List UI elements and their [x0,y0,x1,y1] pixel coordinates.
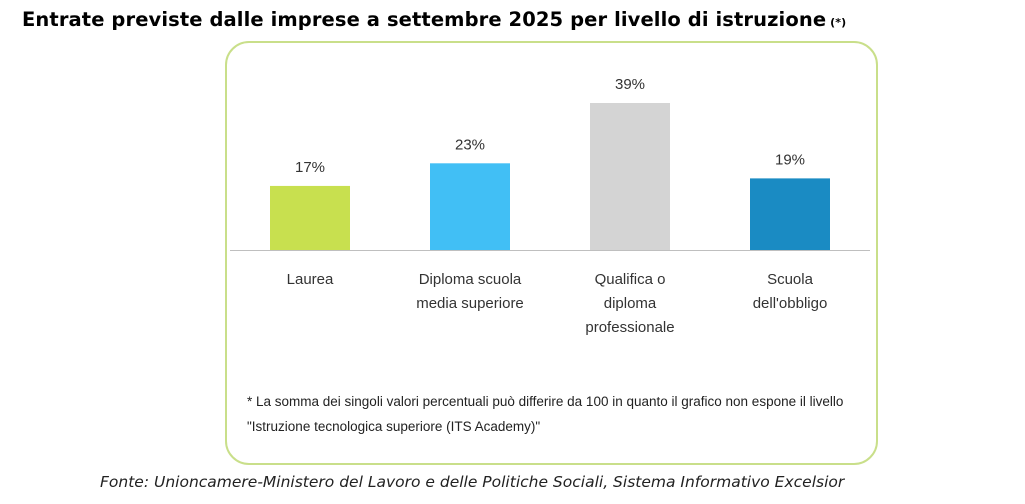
chart-title: Entrate previste dalle imprese a settemb… [22,8,846,31]
title-footnote-mark: (*) [830,16,847,29]
source-note: Fonte: Unioncamere-Ministero del Lavoro … [100,473,845,491]
category-label: Qualifica o diploma professionale [585,271,674,336]
bar [430,163,510,250]
chart-card [225,41,878,465]
bar [590,103,670,250]
footnote: * La somma dei singoli valori percentual… [247,394,844,434]
data-label: 17% [295,159,325,176]
category-label: Diploma scuola media superiore [416,271,524,312]
bar [750,178,830,250]
data-label: 23% [455,136,485,153]
category-label: Laurea [287,271,334,288]
category-label: Scuola dell'obbligo [753,271,828,312]
chart-title-text: Entrate previste dalle imprese a settemb… [22,8,827,31]
data-label: 39% [615,76,645,93]
bar [270,185,350,250]
data-label: 19% [775,151,805,168]
